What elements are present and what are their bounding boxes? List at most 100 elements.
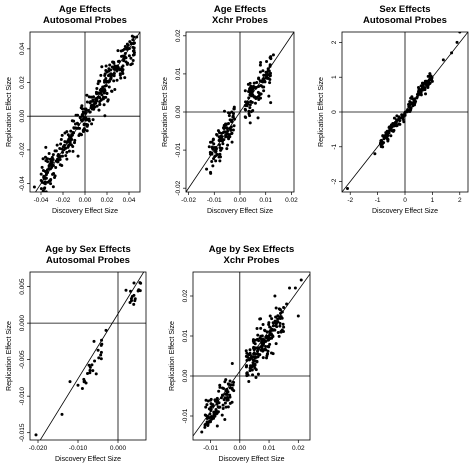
data-point	[72, 126, 76, 130]
y-tick-label: -0.01	[182, 408, 189, 423]
chart-title: Age Effects	[214, 4, 266, 15]
data-point	[244, 349, 248, 353]
data-point	[113, 88, 117, 92]
data-point	[76, 113, 80, 117]
data-point	[299, 278, 303, 282]
data-point	[410, 102, 414, 106]
data-point	[263, 73, 267, 77]
data-point	[216, 129, 220, 133]
data-point	[119, 76, 123, 80]
data-point	[34, 433, 38, 437]
data-point	[403, 113, 407, 117]
data-point	[61, 150, 65, 154]
y-tick-label: 0.02	[19, 76, 26, 89]
data-point	[45, 171, 48, 175]
data-point	[218, 146, 222, 150]
data-point	[252, 81, 256, 85]
data-point	[394, 120, 398, 124]
data-point	[225, 389, 229, 393]
data-point	[209, 171, 213, 175]
data-point	[226, 396, 230, 400]
data-point	[214, 149, 218, 153]
data-point	[259, 60, 263, 64]
data-point	[208, 420, 212, 424]
data-point	[420, 86, 424, 90]
plot-marks	[342, 32, 468, 192]
data-point	[210, 145, 214, 149]
y-axis-label: Replication Effect Size	[318, 77, 325, 147]
data-point	[248, 121, 252, 125]
x-tick-label: 0.00	[79, 197, 92, 204]
data-point	[64, 146, 68, 150]
data-point	[109, 68, 113, 72]
data-point	[426, 86, 430, 90]
data-point	[248, 114, 252, 118]
data-point	[419, 93, 423, 97]
data-point	[100, 65, 104, 69]
data-point	[224, 135, 228, 139]
data-point	[81, 130, 85, 134]
data-point	[276, 331, 280, 335]
data-point	[82, 122, 86, 126]
data-point	[245, 364, 249, 368]
data-point	[106, 74, 110, 78]
data-point	[293, 286, 297, 290]
data-point	[100, 338, 104, 342]
data-point	[245, 358, 249, 362]
data-point	[99, 89, 103, 93]
y-tick-label: 0.01	[175, 67, 182, 80]
data-point	[397, 122, 401, 126]
data-point	[251, 361, 255, 365]
data-point	[85, 129, 89, 133]
data-point	[255, 337, 259, 341]
data-point	[59, 137, 63, 141]
x-tick-label: 0.01	[263, 445, 276, 452]
data-point	[51, 185, 55, 189]
data-point	[221, 403, 225, 407]
x-tick-label: -0.02	[181, 197, 196, 204]
data-point	[110, 65, 114, 69]
data-point	[221, 142, 225, 146]
data-point	[458, 32, 462, 34]
data-point	[125, 42, 129, 46]
data-point	[384, 133, 388, 137]
data-point	[70, 138, 74, 142]
data-point	[105, 91, 109, 95]
data-point	[258, 70, 262, 74]
data-point	[93, 359, 97, 363]
data-point	[51, 158, 55, 162]
data-point	[391, 128, 395, 132]
data-point	[209, 152, 213, 156]
data-point	[76, 154, 80, 158]
x-tick-label: -0.010	[69, 445, 88, 452]
data-point	[97, 79, 101, 83]
data-point	[231, 115, 235, 119]
x-tick-label: -1	[375, 197, 381, 204]
data-point	[65, 150, 69, 154]
data-point	[228, 111, 232, 115]
data-point	[70, 133, 74, 137]
data-point	[103, 89, 107, 93]
data-point	[91, 118, 95, 122]
data-point	[224, 405, 228, 409]
data-point	[44, 145, 48, 149]
data-point	[261, 80, 265, 84]
y-tick-label: 0.02	[175, 29, 182, 42]
y-tick-label: -0.005	[19, 350, 26, 369]
data-point	[86, 372, 90, 376]
data-point	[116, 49, 120, 53]
data-point	[397, 115, 401, 119]
data-point	[428, 72, 432, 76]
data-point	[97, 95, 101, 99]
x-tick-label: 2	[458, 197, 462, 204]
x-tick-label: -0.02	[56, 197, 71, 204]
data-point	[120, 54, 124, 58]
data-point	[268, 73, 272, 77]
y-tick-label: -0.02	[19, 142, 26, 157]
data-point	[60, 412, 64, 416]
chart-subtitle: Autosomal Probes	[363, 15, 447, 26]
data-point	[220, 131, 224, 135]
data-point	[90, 122, 94, 126]
